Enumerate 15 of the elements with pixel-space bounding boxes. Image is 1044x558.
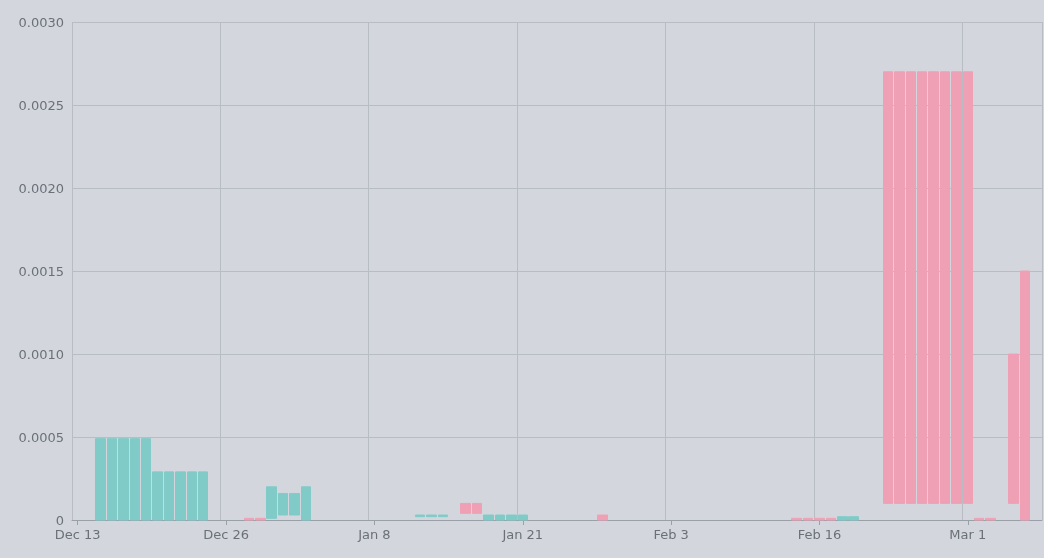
y-tick-label: 0.0025	[18, 97, 64, 113]
x-tick-label: Dec 26	[203, 527, 249, 542]
y-tick-label: 0.0005	[18, 429, 64, 445]
x-tick-label: Feb 16	[797, 527, 842, 542]
x-tick-label: Dec 13	[54, 527, 101, 542]
y-tick-label: 0.0015	[18, 263, 64, 279]
y-tick-label: 0	[55, 512, 64, 528]
x-tick-label: Feb 3	[653, 527, 689, 542]
y-tick-label: 0.0010	[18, 346, 64, 362]
y-tick-label: 0.0020	[18, 180, 64, 196]
candlestick	[597, 514, 608, 521]
x-tick-label: Jan 8	[357, 527, 391, 542]
y-tick-label: 0.0030	[18, 14, 64, 30]
x-tick-label: Mar 1	[949, 527, 987, 542]
x-tick-label: Jan 21	[501, 527, 544, 542]
